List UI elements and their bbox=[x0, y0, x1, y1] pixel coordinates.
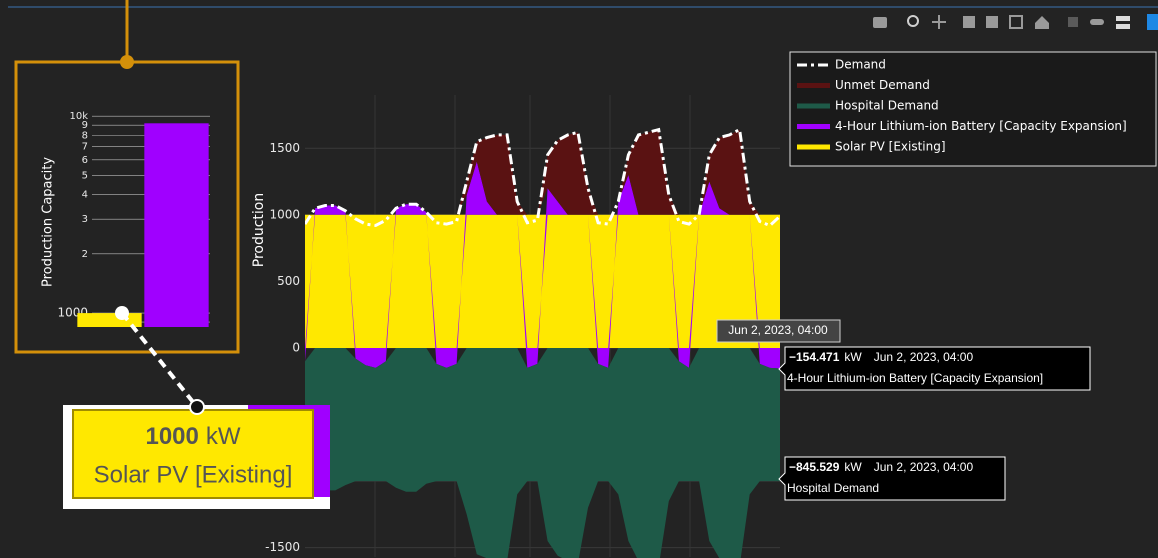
toolbar bbox=[873, 14, 1158, 30]
capacity-callout: 1000 kW Solar PV [Existing] bbox=[63, 306, 330, 509]
y-tick-label: 1000 bbox=[269, 207, 300, 221]
y-tick-label: 1500 bbox=[269, 141, 300, 155]
legend-label: Demand bbox=[835, 58, 886, 72]
y-tick-label: 5 bbox=[82, 170, 88, 181]
y-axis-title: Production Capacity bbox=[41, 157, 56, 287]
battery-tooltip-line: −154.471 kW Jun 2, 2023, 04:00 bbox=[789, 350, 973, 364]
zoom-in-icon[interactable] bbox=[963, 16, 975, 28]
hover-compare-icon-b[interactable] bbox=[1116, 24, 1130, 29]
legend-box bbox=[789, 51, 1157, 167]
pan-icon[interactable] bbox=[932, 15, 946, 29]
legend-label: 4-Hour Lithium-ion Battery [Capacity Exp… bbox=[835, 119, 1127, 133]
y-tick-label: 2 bbox=[82, 249, 88, 260]
y-tick-label: 9 bbox=[82, 120, 88, 131]
camera-icon[interactable] bbox=[873, 17, 887, 28]
tooltip-unit: kW bbox=[844, 350, 862, 364]
hover-closest-icon[interactable] bbox=[1090, 19, 1104, 25]
bar bbox=[144, 123, 209, 327]
area bbox=[305, 161, 780, 369]
capacity-chart: Production Capacity 910002345678910k bbox=[41, 111, 210, 328]
tooltip-time: Jun 2, 2023, 04:00 bbox=[874, 350, 974, 364]
hover-labels: Jun 2, 2023, 04:00 −154.471 kW Jun 2, 2023… bbox=[716, 319, 1091, 501]
hover-compare-icon[interactable] bbox=[1116, 16, 1130, 21]
tooltip-time: Jun 2, 2023, 04:00 bbox=[874, 460, 974, 474]
y-tick-label: 6 bbox=[82, 155, 88, 166]
zoom-icon[interactable] bbox=[907, 15, 919, 27]
hospital-tooltip-line: −845.529 kW Jun 2, 2023, 04:00 bbox=[789, 460, 973, 474]
tooltip-unit: kW bbox=[844, 460, 862, 474]
legend-label: Hospital Demand bbox=[835, 99, 939, 113]
hover-x-box bbox=[716, 319, 841, 343]
callout-connector bbox=[120, 311, 199, 409]
tooltip-value: −845.529 bbox=[789, 460, 840, 474]
legend-label: Solar PV [Existing] bbox=[835, 140, 946, 154]
reset-icon[interactable] bbox=[1035, 16, 1049, 29]
tooltip-value: −154.471 bbox=[789, 350, 840, 364]
callout-unit: kW bbox=[206, 423, 241, 450]
callout-name: Solar PV [Existing] bbox=[94, 461, 293, 488]
y-tick-label: 4 bbox=[82, 190, 88, 201]
hover-x-label: Jun 2, 2023, 04:00 bbox=[728, 323, 828, 337]
y-tick-label: 500 bbox=[277, 274, 300, 288]
zoom-out-icon[interactable] bbox=[986, 16, 998, 28]
hospital-tooltip-name: Hospital Demand bbox=[787, 481, 879, 495]
callout-value: 1000 bbox=[145, 423, 198, 450]
callout-box bbox=[72, 409, 314, 499]
spike-icon[interactable] bbox=[1068, 17, 1078, 27]
plotly-logo[interactable] bbox=[1147, 14, 1158, 30]
y-tick-label: 3 bbox=[82, 214, 88, 225]
area bbox=[305, 348, 780, 558]
y-tick-label: 0 bbox=[292, 340, 300, 354]
y-tick-label: 7 bbox=[82, 142, 88, 153]
y-tick-label: -1500 bbox=[265, 540, 300, 554]
battery-tooltip-name: 4-Hour Lithium-ion Battery [Capacity Exp… bbox=[787, 371, 1043, 385]
y-axis-title: Production bbox=[251, 193, 267, 267]
battery-tooltip-box bbox=[778, 346, 1091, 391]
callout-dot bbox=[115, 306, 129, 320]
autoscale-icon[interactable] bbox=[1009, 15, 1023, 29]
legend: Demand Unmet Demand Hospital Demand 4-Hour … bbox=[789, 51, 1157, 167]
line bbox=[305, 127, 781, 228]
legend-label: Unmet Demand bbox=[835, 78, 930, 92]
highlight-frame bbox=[14, 60, 240, 354]
top-border bbox=[8, 6, 1158, 8]
y-tick-label: 10k bbox=[69, 111, 88, 122]
y-tick-label: 8 bbox=[82, 130, 88, 141]
hospital-tooltip-box bbox=[778, 456, 1006, 501]
plot-area bbox=[305, 127, 781, 558]
callout-value-line: 1000 kW bbox=[145, 423, 240, 450]
callout-dot bbox=[189, 399, 205, 415]
